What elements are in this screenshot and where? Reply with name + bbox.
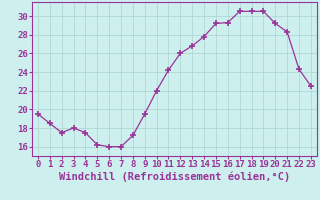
X-axis label: Windchill (Refroidissement éolien,°C): Windchill (Refroidissement éolien,°C) [59,172,290,182]
